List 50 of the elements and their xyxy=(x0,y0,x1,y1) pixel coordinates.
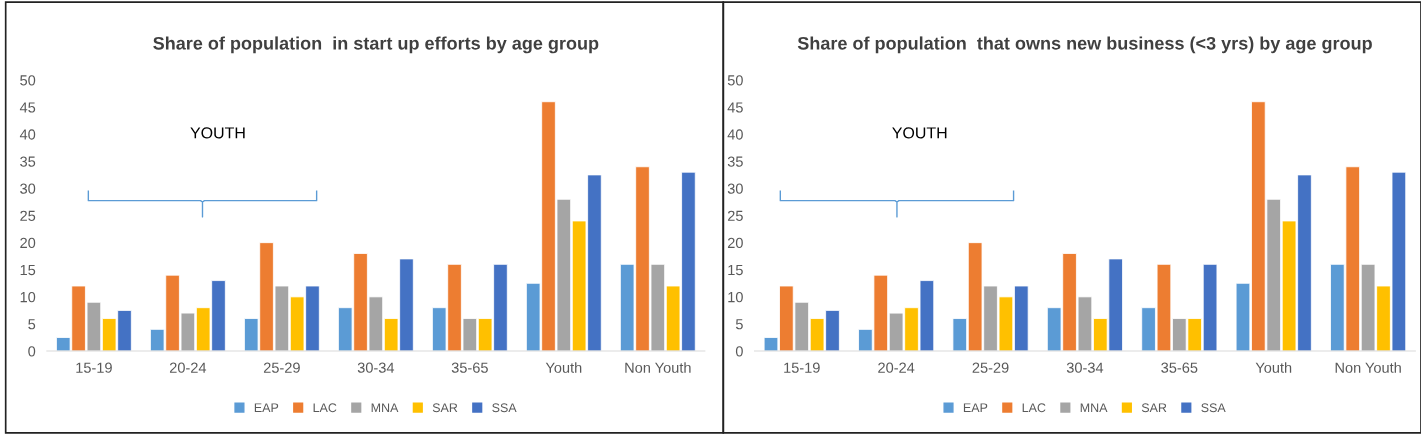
y-tick-label: 35 xyxy=(727,156,743,167)
x-tick-label: 35-65 xyxy=(451,362,488,373)
x-tick-label: Youth xyxy=(545,362,582,373)
legend-label: EAP xyxy=(963,403,988,412)
x-tick-label: Non Youth xyxy=(1335,362,1401,373)
y-tick-label: 50 xyxy=(727,75,743,86)
x-tick-label: 20-24 xyxy=(169,362,207,373)
legend-label: SAR xyxy=(432,403,458,413)
legend-label: LAC xyxy=(1022,403,1046,413)
legend-label: SSA xyxy=(492,403,517,413)
y-tick-label: 0 xyxy=(735,346,743,357)
x-tick-label: 15-19 xyxy=(784,362,820,373)
y-tick-label: 30 xyxy=(20,183,36,194)
x-tick-label: 30-34 xyxy=(357,362,395,373)
x-tick-label: Non Youth xyxy=(625,362,691,373)
y-tick-label: 40 xyxy=(19,129,36,140)
legend-label: MNA xyxy=(371,403,399,412)
y-tick-label: 10 xyxy=(20,291,36,303)
x-tick-label: 35-65 xyxy=(1161,362,1198,373)
y-tick-label: 45 xyxy=(19,102,36,113)
x-tick-label: 15-19 xyxy=(76,362,112,373)
y-tick-label: 45 xyxy=(727,102,743,113)
chart-title: Share of population in start up efforts by age group xyxy=(153,36,599,54)
legend-label: LAC xyxy=(313,403,337,413)
y-tick-label: 20 xyxy=(20,237,36,249)
x-tick-label: 25-29 xyxy=(263,362,300,373)
x-tick-label: 25-29 xyxy=(972,362,1009,373)
y-tick-label: 5 xyxy=(735,319,743,330)
x-tick-label: 30-34 xyxy=(1066,362,1104,373)
legend-label: SAR xyxy=(1141,403,1167,413)
y-tick-label: 15 xyxy=(728,264,743,276)
chart-title: Share of population that owns new business (<3 yrs) by age group xyxy=(797,36,1372,54)
legend-label: MNA xyxy=(1080,403,1108,412)
annotation: YOUTH xyxy=(892,127,947,139)
y-tick-label: 25 xyxy=(20,210,36,221)
y-tick-label: 25 xyxy=(727,210,743,221)
y-tick-label: 50 xyxy=(20,75,36,86)
y-tick-label: 40 xyxy=(727,129,743,140)
legend-label: EAP xyxy=(254,403,279,412)
y-tick-label: 35 xyxy=(20,156,36,167)
y-tick-label: 5 xyxy=(28,319,36,330)
y-tick-label: 0 xyxy=(28,346,36,357)
y-tick-label: 30 xyxy=(727,183,743,194)
annotation: YOUTH xyxy=(190,127,245,139)
y-tick-label: 20 xyxy=(727,237,743,249)
legend-label: SSA xyxy=(1201,403,1226,413)
x-tick-label: 20-24 xyxy=(878,362,915,373)
x-tick-label: Youth xyxy=(1255,362,1292,373)
y-tick-label: 15 xyxy=(20,264,36,276)
y-tick-label: 10 xyxy=(728,291,743,303)
